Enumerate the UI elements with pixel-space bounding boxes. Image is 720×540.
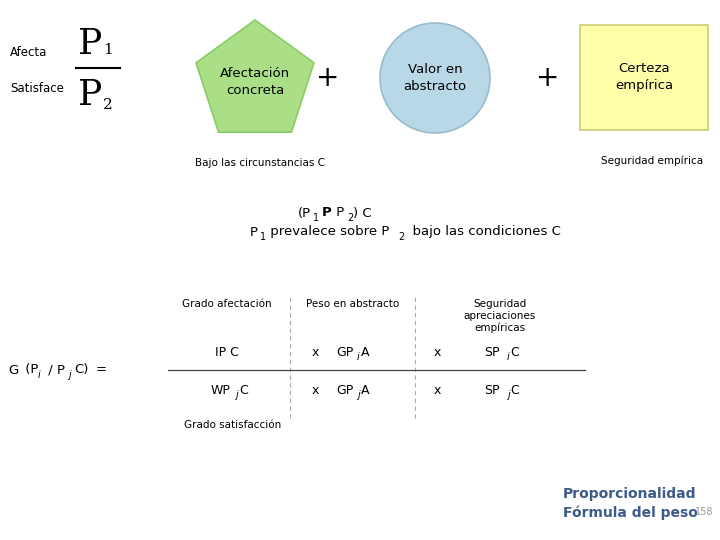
Text: 158: 158	[695, 507, 713, 517]
Text: j: j	[507, 390, 509, 400]
Text: GP: GP	[336, 346, 353, 359]
Text: Afecta: Afecta	[10, 45, 48, 58]
Text: Grado afectación: Grado afectación	[181, 299, 271, 309]
Text: 2: 2	[398, 232, 404, 242]
Text: bajo las condiciones C: bajo las condiciones C	[404, 226, 561, 239]
Text: Afectación
concreta: Afectación concreta	[220, 67, 290, 97]
Text: C: C	[239, 383, 248, 396]
Text: 2: 2	[103, 98, 113, 112]
Text: P: P	[78, 27, 102, 61]
Text: Seguridad empírica: Seguridad empírica	[601, 155, 703, 165]
Text: j: j	[235, 390, 238, 400]
Text: j: j	[357, 390, 360, 400]
Text: j: j	[68, 370, 71, 380]
Text: Grado satisfacción: Grado satisfacción	[184, 420, 282, 430]
Text: x: x	[433, 346, 441, 359]
Text: Valor en
abstracto: Valor en abstracto	[403, 63, 467, 93]
Text: C): C)	[74, 363, 89, 376]
Text: A: A	[361, 383, 370, 396]
Text: P: P	[250, 226, 258, 239]
Text: C: C	[510, 346, 519, 359]
Text: SP: SP	[485, 383, 500, 396]
Polygon shape	[196, 20, 314, 132]
Text: C: C	[510, 383, 519, 396]
Text: / P: / P	[44, 363, 65, 376]
Text: Satisface: Satisface	[10, 82, 64, 94]
Text: P: P	[332, 206, 344, 219]
Text: Certeza
empírica: Certeza empírica	[615, 63, 673, 92]
Text: 1: 1	[260, 232, 266, 242]
FancyBboxPatch shape	[580, 25, 708, 130]
Ellipse shape	[380, 23, 490, 133]
Text: 1: 1	[103, 43, 113, 57]
Text: x: x	[311, 346, 319, 359]
Text: +: +	[536, 64, 559, 92]
Text: 1: 1	[313, 213, 319, 223]
Text: GP: GP	[336, 383, 353, 396]
Text: P: P	[78, 78, 102, 112]
Text: =: =	[96, 363, 107, 376]
Text: prevalece sobre P: prevalece sobre P	[266, 226, 390, 239]
Text: Peso en abstracto: Peso en abstracto	[306, 299, 399, 309]
Text: i: i	[38, 370, 41, 380]
Text: i: i	[507, 352, 509, 362]
Text: Proporcionalidad: Proporcionalidad	[563, 487, 696, 501]
Text: x: x	[433, 383, 441, 396]
Text: G: G	[8, 363, 18, 376]
Text: WP: WP	[210, 383, 230, 396]
Text: P: P	[322, 206, 332, 219]
Text: A: A	[361, 346, 370, 359]
Text: Bajo las circunstancias C: Bajo las circunstancias C	[195, 158, 325, 168]
Text: +: +	[316, 64, 340, 92]
Text: SP: SP	[485, 346, 500, 359]
Text: IP C: IP C	[215, 346, 238, 359]
Text: 2: 2	[347, 213, 354, 223]
Text: Fórmula del peso: Fórmula del peso	[563, 506, 698, 520]
Text: (P: (P	[298, 206, 311, 219]
Text: x: x	[311, 383, 319, 396]
Text: Seguridad
apreciaciones
empíricas: Seguridad apreciaciones empíricas	[464, 299, 536, 333]
Text: i: i	[357, 352, 360, 362]
Text: ) C: ) C	[353, 206, 372, 219]
Text: (P: (P	[21, 363, 38, 376]
